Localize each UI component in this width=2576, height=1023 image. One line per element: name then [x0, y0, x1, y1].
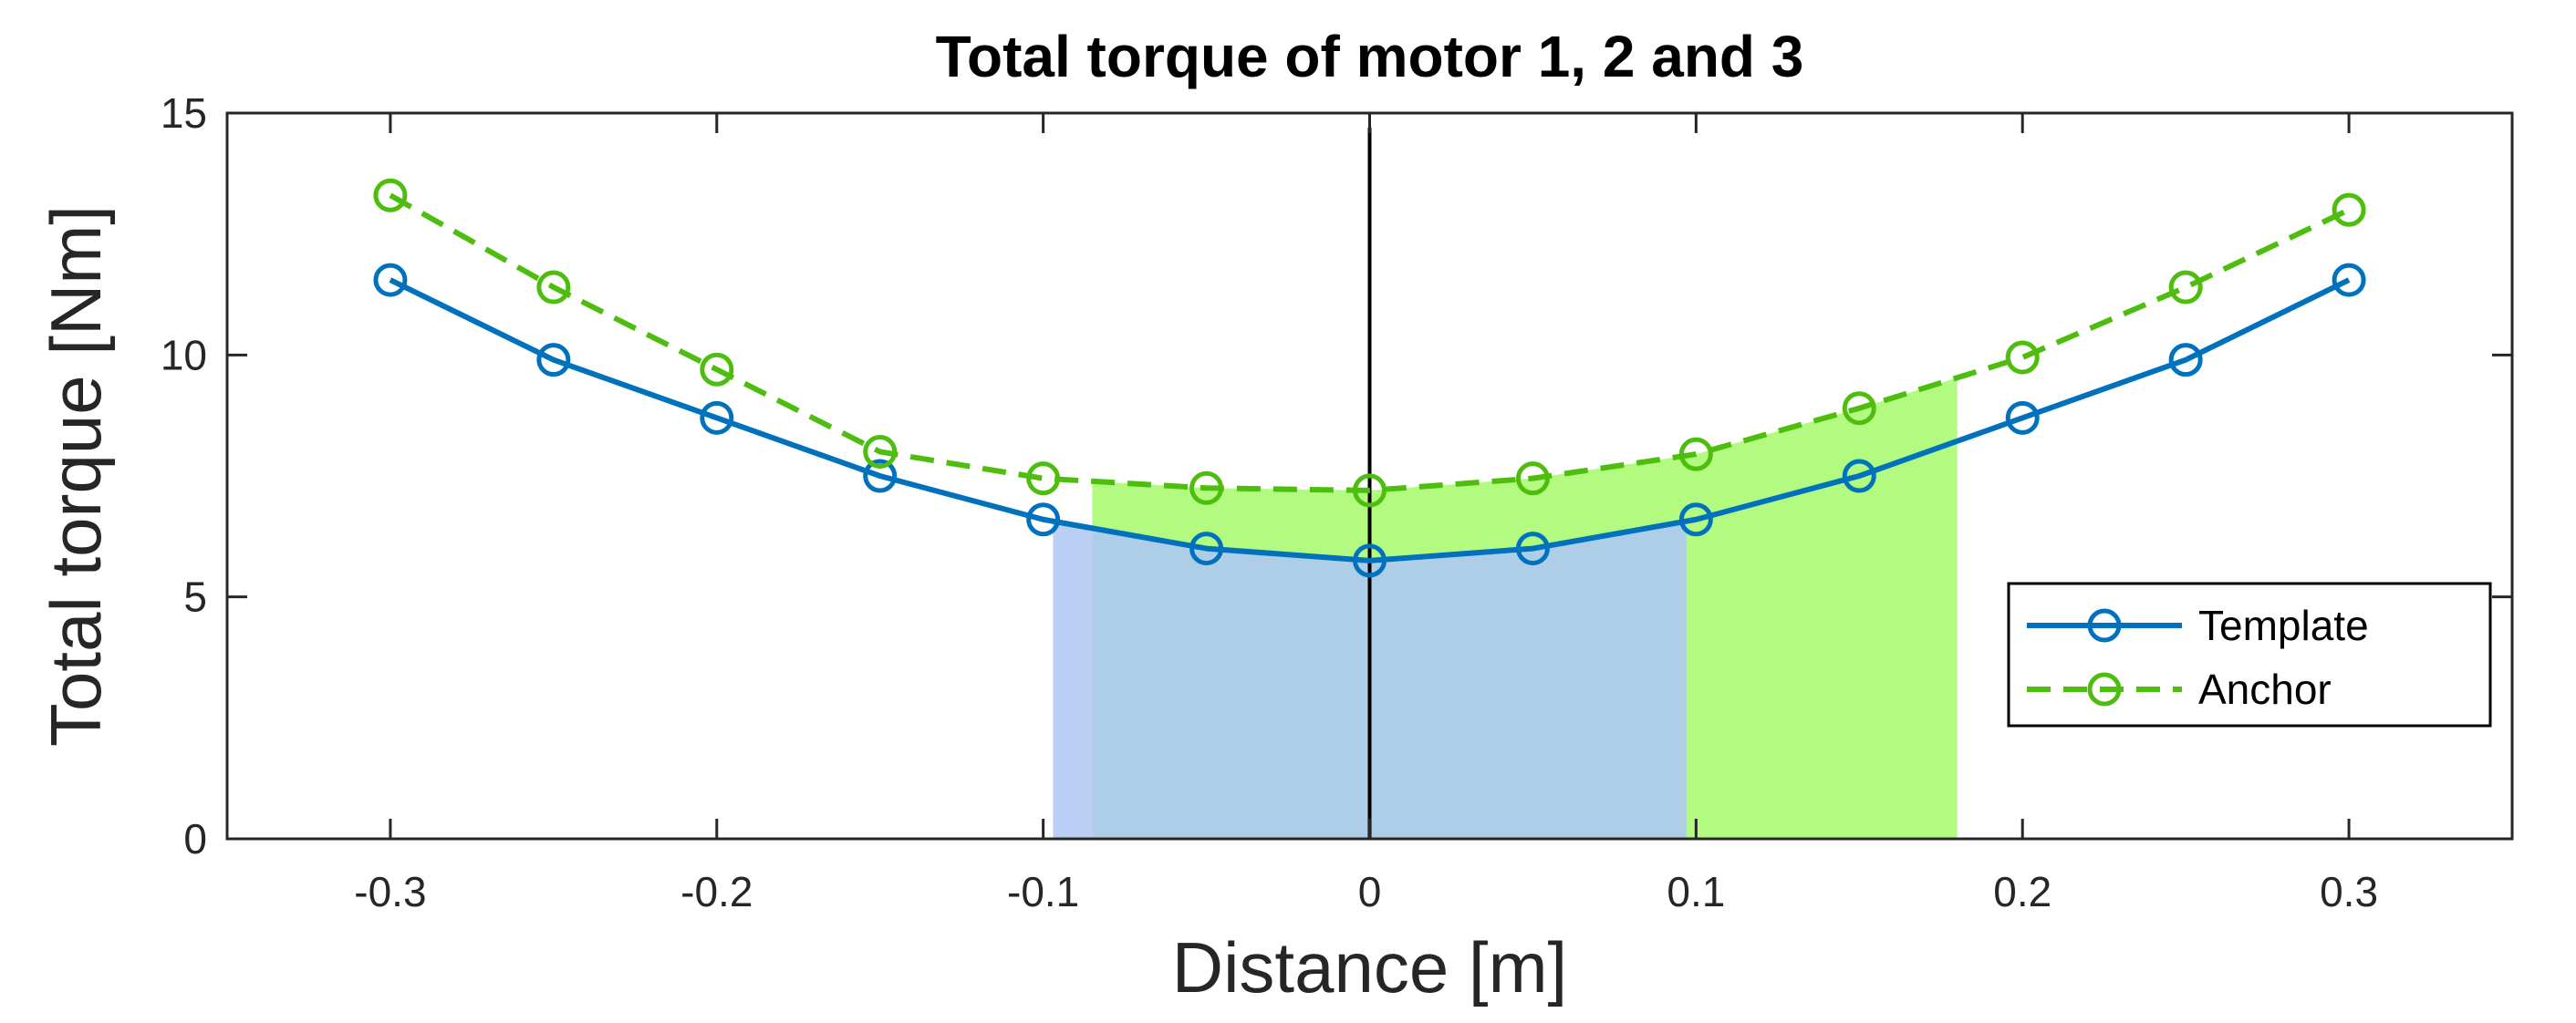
y-axis-label: Total torque [Nm]: [36, 205, 116, 747]
data-point-template: [1353, 543, 1387, 578]
shaded-region-template: [1092, 521, 1687, 839]
data-point-anchor: [536, 270, 571, 305]
data-point-template: [2168, 343, 2203, 377]
data-point-anchor: [2332, 192, 2366, 227]
series-anchor: [373, 178, 2366, 508]
legend-box: [2007, 582, 2492, 728]
y-tick-label: 0: [183, 815, 207, 863]
x-tick-label: 0: [1358, 868, 1382, 915]
x-axis-label: Distance [m]: [1172, 927, 1567, 1008]
x-tick-label: -0.2: [680, 868, 753, 915]
data-point-template: [700, 400, 734, 435]
data-point-anchor: [2005, 340, 2040, 375]
data-point-template: [1189, 532, 1224, 566]
data-point-anchor: [863, 434, 898, 469]
chart-title: Total torque of motor 1, 2 and 3: [936, 24, 1804, 89]
data-point-anchor: [1026, 461, 1061, 496]
data-point-template: [2005, 400, 2040, 435]
data-point-anchor: [1189, 470, 1224, 505]
series-line-anchor: [389, 192, 2351, 493]
data-point-template: [2332, 263, 2366, 297]
legend-label-template: Template: [2198, 602, 2369, 649]
data-point-template: [1678, 502, 1713, 537]
x-tick-label: 0.1: [1667, 868, 1725, 915]
data-point-template: [1842, 459, 1876, 493]
data-point-template: [863, 459, 898, 493]
data-point-anchor: [1678, 437, 1713, 471]
y-tick-label: 15: [161, 89, 207, 137]
series-line-template: [389, 277, 2351, 563]
data-point-anchor: [1515, 461, 1550, 496]
data-point-template: [536, 343, 571, 377]
x-tick-label: -0.3: [354, 868, 426, 915]
data-point-anchor: [1842, 391, 1876, 426]
data-point-template: [1026, 502, 1061, 537]
data-point-anchor: [700, 352, 734, 387]
legend-label-anchor: Anchor: [2198, 666, 2332, 713]
x-tick-label: 0.2: [1993, 868, 2051, 915]
data-point-template: [1515, 532, 1550, 566]
legend-marker-anchor: [2087, 672, 2122, 707]
ticks-layer: -0.3 -0.2 -0.1 0 0.1 0.2 0.3 0 5 10 15: [161, 89, 2512, 915]
legend: Template Anchor: [2007, 582, 2492, 728]
x-tick-label: 0.3: [2320, 868, 2378, 915]
series-layer: [373, 178, 2366, 578]
shaded-regions: [1053, 377, 1958, 839]
data-point-template: [373, 263, 408, 297]
data-point-anchor: [1353, 473, 1387, 508]
data-point-anchor: [2168, 270, 2203, 305]
y-tick-label: 10: [161, 331, 207, 378]
data-point-anchor: [373, 178, 408, 212]
legend-marker-template: [2087, 608, 2122, 643]
y-tick-label: 5: [183, 574, 207, 621]
x-tick-label: -0.1: [1007, 868, 1079, 915]
series-template: [373, 263, 2366, 578]
